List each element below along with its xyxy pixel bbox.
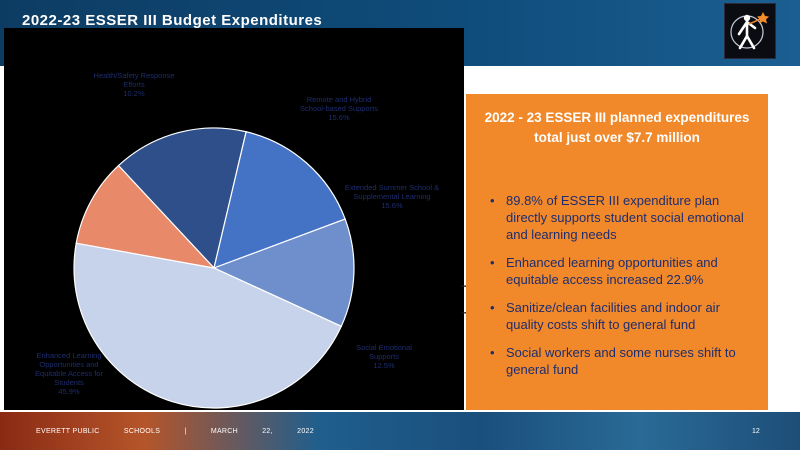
pie-chart-panel: Remote and Hybrid School-based Supports 15… [4,28,464,410]
page-number: 12 [752,428,760,435]
bullet-text: Sanitize/clean facilities and indoor air… [506,300,720,332]
bullet-text: 89.8% of ESSER III expenditure plan dire… [506,193,744,242]
bullet-text: Social workers and some nurses shift to … [506,345,736,377]
bullet-dot-icon: • [490,255,495,270]
bullet-item: • Sanitize/clean facilities and indoor ai… [484,299,760,333]
footer-bar [0,412,800,450]
right-margin-strip [768,94,800,410]
footer-year: 2022 [297,428,314,435]
bullet-item: • 89.8% of ESSER III expenditure plan dir… [484,192,760,243]
slice-label: Health/Safety Response Efforts 10.2% [94,71,175,98]
bullet-dot-icon: • [490,193,495,208]
pie-chart: Remote and Hybrid School-based Supports 15… [35,71,439,409]
footer-separator: | [184,428,187,435]
pie-slice [73,242,343,409]
slide-title: 2022-23 ESSER III Budget Expenditures [22,12,323,29]
pie-slice [75,164,216,269]
pie-slice [117,127,247,270]
slice-label: Extended Summer School & Supplemental Lea… [345,183,439,210]
footer-org: EVERETT PUBLIC [36,428,100,435]
summary-heading: 2022 - 23 ESSER III planned expenditures… [484,110,750,145]
partial-bracket-glyph: ] [460,280,471,318]
footer-day: 22, [262,428,273,435]
bullet-item: • Social workers and some nurses shift to… [484,344,760,378]
bullet-dot-icon: • [490,345,495,360]
bullet-item: • Enhanced learning opportunities and equ… [484,254,760,288]
summary-bullet-list: • 89.8% of ESSER III expenditure plan dir… [484,192,760,389]
footer-text: EVERETT PUBLIC SCHOOLS | MARCH 22, 2022 [36,428,336,435]
footer-month: MARCH [210,428,238,435]
bullet-dot-icon: • [490,300,495,315]
pie-slice [212,218,355,328]
slice-label: Remote and Hybrid School-based Supports 15… [300,95,378,122]
slice-label: Enhanced Learning Opportunities and Equita… [35,351,103,396]
district-logo [724,3,776,59]
footer-dept: SCHOOLS [123,428,161,435]
slice-label: Social Emotional Supports 12.5% [356,343,412,370]
summary-panel: 2022 - 23 ESSER III planned expenditures… [466,94,768,410]
pie-slice [213,131,346,269]
bullet-text: Enhanced learning opportunities and equi… [506,255,718,287]
